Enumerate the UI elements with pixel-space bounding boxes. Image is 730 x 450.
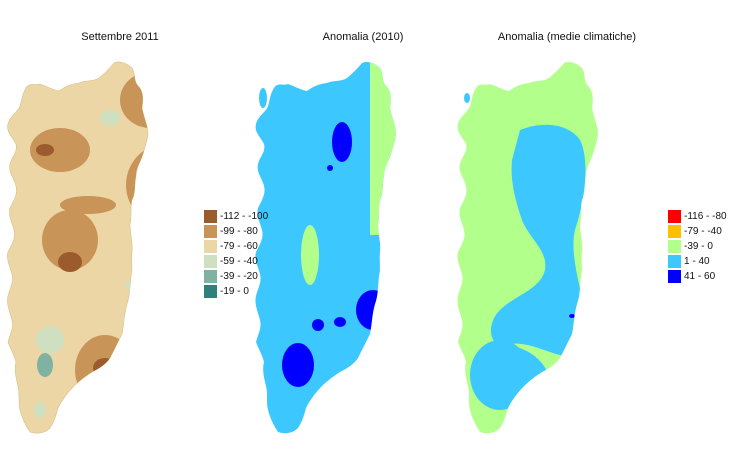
- legend-swatch: [204, 270, 217, 283]
- legend-label: 41 - 60: [684, 271, 716, 282]
- legend-label: -112 - -100: [220, 211, 269, 222]
- legend-label: -79 - -40: [684, 226, 722, 237]
- legend-item: -39 - 0: [668, 239, 727, 254]
- legend-swatch: [204, 210, 217, 223]
- legend-anomaly: -116 - -80 -79 - -40 -39 - 0 1 - 40 41 -…: [668, 209, 727, 284]
- legend-item: -79 - -40: [668, 224, 727, 239]
- legend-swatch: [668, 210, 681, 223]
- legend-label: -59 - -40: [220, 256, 258, 267]
- legend-swatch: [668, 270, 681, 283]
- legend-item: -99 - -80: [204, 224, 268, 239]
- legend-swatch: [668, 255, 681, 268]
- legend-item: -112 - -100: [204, 209, 268, 224]
- legend-label: -19 - 0: [220, 286, 249, 297]
- legend-item: 41 - 60: [668, 269, 727, 284]
- legend-swatch: [204, 240, 217, 253]
- legend-swatch: [204, 285, 217, 298]
- legend-item: -79 - -60: [204, 239, 268, 254]
- legend-label: -79 - -60: [220, 241, 258, 252]
- map-settembre-2011: [6, 61, 149, 434]
- legend-item: -19 - 0: [204, 284, 268, 299]
- map-anomalia-medie-climatiche: [457, 61, 598, 434]
- legend-item: -59 - -40: [204, 254, 268, 269]
- legend-item: 1 - 40: [668, 254, 727, 269]
- map-anomalia-2010: [255, 61, 397, 434]
- map-title-anomalia-2010: Anomalia (2010): [322, 31, 404, 43]
- legend-swatch: [668, 240, 681, 253]
- legend-label: -39 - 0: [684, 241, 713, 252]
- legend-label: -39 - -20: [220, 271, 258, 282]
- legend-swatch: [668, 225, 681, 238]
- legend-swatch: [204, 225, 217, 238]
- map-title-anomalia-medie: Anomalia (medie climatiche): [497, 31, 637, 43]
- legend-label: 1 - 40: [684, 256, 710, 267]
- map-title-settembre-2011: Settembre 2011: [81, 31, 159, 43]
- legend-label: -116 - -80: [684, 211, 727, 222]
- legend-item: -39 - -20: [204, 269, 268, 284]
- legend-swatch: [204, 255, 217, 268]
- legend-item: -116 - -80: [668, 209, 727, 224]
- legend-label: -99 - -80: [220, 226, 258, 237]
- legend-precipitation: -112 - -100 -99 - -80 -79 - -60 -59 - -4…: [204, 209, 268, 299]
